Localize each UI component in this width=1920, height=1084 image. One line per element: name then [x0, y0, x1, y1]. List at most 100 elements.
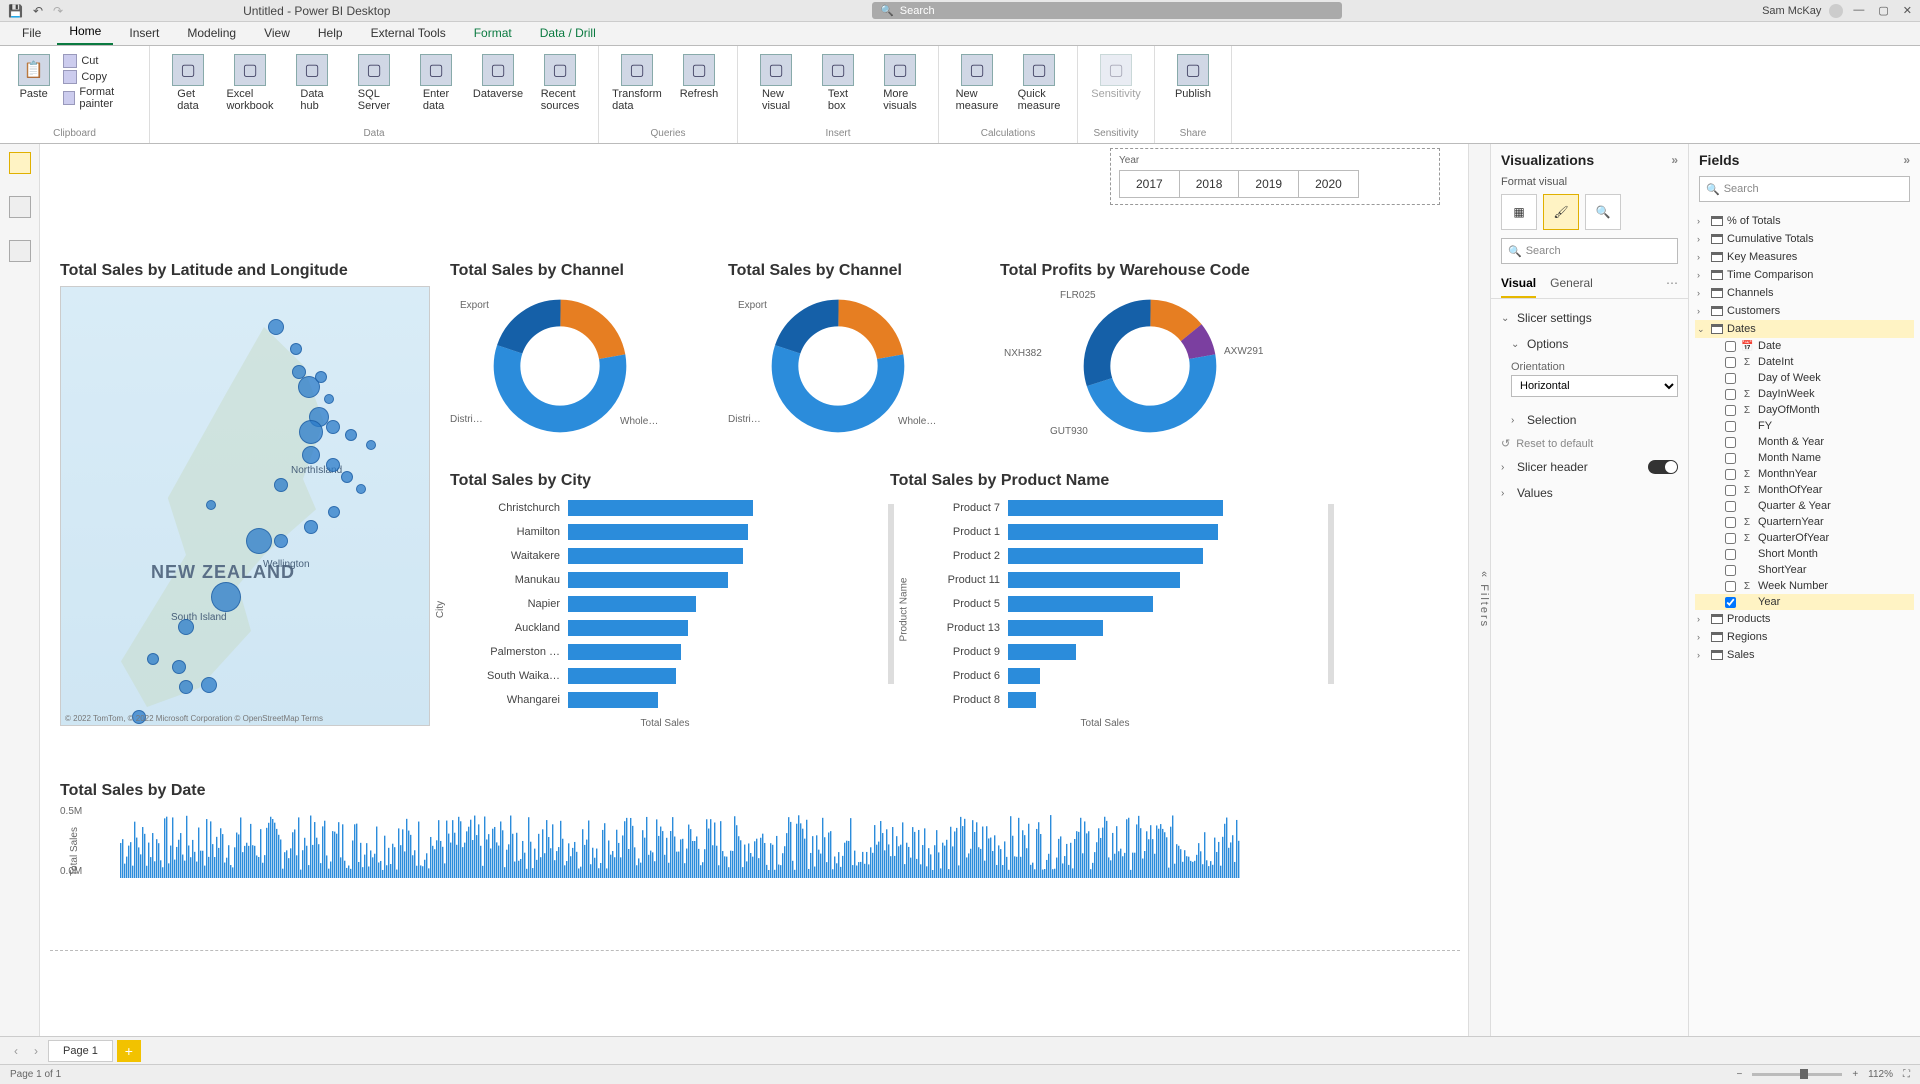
field-quarteryear[interactable]: Quarter & Year — [1695, 498, 1914, 514]
refresh-button[interactable]: ▢Refresh — [671, 50, 727, 100]
slicer-header-section[interactable]: ›Slicer header — [1501, 454, 1678, 480]
orientation-select[interactable]: Horizontal — [1511, 375, 1678, 397]
filter-icon[interactable]: ▽ — [1388, 144, 1397, 145]
field-monthname[interactable]: Month Name — [1695, 450, 1914, 466]
year-2018[interactable]: 2018 — [1179, 170, 1240, 198]
fit-page-icon[interactable]: ⛶ — [1903, 1069, 1910, 1080]
bar-row[interactable]: Product 5 — [890, 592, 1320, 616]
format-visual-icon[interactable]: 🖌 — [1543, 194, 1579, 230]
undo-icon[interactable]: ↶ — [33, 4, 43, 18]
menu-help[interactable]: Help — [306, 22, 355, 45]
copy-button[interactable]: Copy — [63, 70, 139, 84]
donut-channel-1[interactable]: Export Whole… Distri… — [450, 286, 710, 446]
tab-general[interactable]: General — [1550, 272, 1593, 298]
newmeasure-button[interactable]: ▢Newmeasure — [949, 50, 1005, 112]
options-section[interactable]: ⌄Options — [1511, 331, 1678, 357]
map-visual[interactable]: NEW ZEALAND NorthIsland Wellington South… — [60, 286, 430, 726]
user-name[interactable]: Sam McKay — [1762, 5, 1821, 17]
recentsources-button[interactable]: ▢Recentsources — [532, 50, 588, 112]
field-year[interactable]: Year — [1695, 594, 1914, 610]
bar-row[interactable]: Hamilton — [450, 520, 880, 544]
paste-button[interactable]: 📋Paste — [10, 50, 57, 100]
quickmeasure-button[interactable]: ▢Quickmeasure — [1011, 50, 1067, 112]
field-weeknumber[interactable]: ΣWeek Number — [1695, 578, 1914, 594]
bar-row[interactable]: Christchurch — [450, 496, 880, 520]
bar-row[interactable]: South Waika… — [450, 664, 880, 688]
field-quarterofyear[interactable]: ΣQuarterOfYear — [1695, 530, 1914, 546]
slicer-header-toggle[interactable] — [1648, 460, 1678, 474]
page-tab[interactable]: Page 1 — [48, 1040, 113, 1062]
zoom-in-icon[interactable]: + — [1852, 1069, 1858, 1080]
viz-search[interactable]: 🔍 Search — [1501, 238, 1678, 264]
report-canvas[interactable]: ▽ ⛶ ⋯ Year 2017201820192020 Total Sales … — [40, 144, 1490, 1036]
excelworkbook-button[interactable]: ▢Excelworkbook — [222, 50, 278, 112]
donut-channel-2[interactable]: Export Whole… Distri… — [728, 286, 988, 446]
field-dayofmonth[interactable]: ΣDayOfMonth — [1695, 402, 1914, 418]
donut-warehouse[interactable]: FLR025 AXW291 GUT930 NXH382 — [1000, 286, 1320, 446]
field-fy[interactable]: FY — [1695, 418, 1914, 434]
sqlserver-button[interactable]: ▢SQLServer — [346, 50, 402, 112]
zoom-slider[interactable] — [1752, 1073, 1842, 1076]
field-dayofweek[interactable]: Day of Week — [1695, 370, 1914, 386]
map-bubble[interactable] — [304, 520, 318, 534]
year-2019[interactable]: 2019 — [1238, 170, 1299, 198]
map-bubble[interactable] — [268, 319, 284, 335]
bar-row[interactable]: Product 11 — [890, 568, 1320, 592]
transformdata-button[interactable]: ▢Transformdata — [609, 50, 665, 112]
bar-row[interactable]: Product 7 — [890, 496, 1320, 520]
year-slicer[interactable]: Year 2017201820192020 — [1110, 148, 1440, 205]
report-view-icon[interactable] — [9, 152, 31, 174]
bar-row[interactable]: Manukau — [450, 568, 880, 592]
dataverse-button[interactable]: ▢Dataverse — [470, 50, 526, 100]
getdata-button[interactable]: ▢Getdata — [160, 50, 216, 112]
field-date[interactable]: 📅Date — [1695, 338, 1914, 354]
field-shortyear[interactable]: ShortYear — [1695, 562, 1914, 578]
collapse-fields-icon[interactable]: » — [1903, 153, 1910, 167]
map-bubble[interactable] — [201, 677, 217, 693]
map-bubble[interactable] — [246, 528, 272, 554]
cut-button[interactable]: Cut — [63, 54, 139, 68]
map-bubble[interactable] — [147, 653, 159, 665]
global-search[interactable]: 🔍 Search — [872, 2, 1342, 19]
bar-row[interactable]: Product 6 — [890, 664, 1320, 688]
table-regions[interactable]: ›Regions — [1695, 628, 1914, 646]
table-oftotals[interactable]: ›% of Totals — [1695, 212, 1914, 230]
enterdata-button[interactable]: ▢Enterdata — [408, 50, 464, 112]
year-2020[interactable]: 2020 — [1298, 170, 1359, 198]
bar-row[interactable]: Palmerston … — [450, 640, 880, 664]
menu-view[interactable]: View — [252, 22, 302, 45]
avatar[interactable] — [1829, 4, 1843, 18]
zoom-out-icon[interactable]: − — [1736, 1069, 1742, 1080]
map-bubble[interactable] — [326, 420, 340, 434]
map-bubble[interactable] — [274, 534, 288, 548]
bar-row[interactable]: Auckland — [450, 616, 880, 640]
map-bubble[interactable] — [179, 680, 193, 694]
menu-datadrill[interactable]: Data / Drill — [528, 22, 608, 45]
newvisual-button[interactable]: ▢Newvisual — [748, 50, 804, 112]
map-bubble[interactable] — [211, 582, 241, 612]
tab-visual[interactable]: Visual — [1501, 272, 1536, 298]
map-bubble[interactable] — [290, 343, 302, 355]
field-quarternyear[interactable]: ΣQuarternYear — [1695, 514, 1914, 530]
selection-section[interactable]: ›Selection — [1511, 407, 1678, 433]
tab-more-icon[interactable]: ⋯ — [1666, 272, 1678, 298]
bar-row[interactable]: Whangarei — [450, 688, 880, 712]
datahub-button[interactable]: ▢Datahub — [284, 50, 340, 112]
field-monthofyear[interactable]: ΣMonthOfYear — [1695, 482, 1914, 498]
map-bubble[interactable] — [326, 458, 340, 472]
date-column-chart[interactable]: 0.5M 0.0M Total Sales — [60, 806, 1240, 886]
table-channels[interactable]: ›Channels — [1695, 284, 1914, 302]
map-bubble[interactable] — [299, 420, 323, 444]
bar-row[interactable]: Product 13 — [890, 616, 1320, 640]
filters-pane-toggle[interactable]: « Filters — [1468, 144, 1490, 1036]
field-dateint[interactable]: ΣDateInt — [1695, 354, 1914, 370]
menu-modeling[interactable]: Modeling — [175, 22, 248, 45]
table-keymeasures[interactable]: ›Key Measures — [1695, 248, 1914, 266]
field-monthyear[interactable]: Month & Year — [1695, 434, 1914, 450]
menu-format[interactable]: Format — [462, 22, 524, 45]
data-view-icon[interactable] — [9, 196, 31, 218]
more-icon[interactable]: ⋯ — [1426, 144, 1438, 145]
model-view-icon[interactable] — [9, 240, 31, 262]
format-painter-button[interactable]: Format painter — [63, 86, 139, 110]
bar-row[interactable]: Napier — [450, 592, 880, 616]
